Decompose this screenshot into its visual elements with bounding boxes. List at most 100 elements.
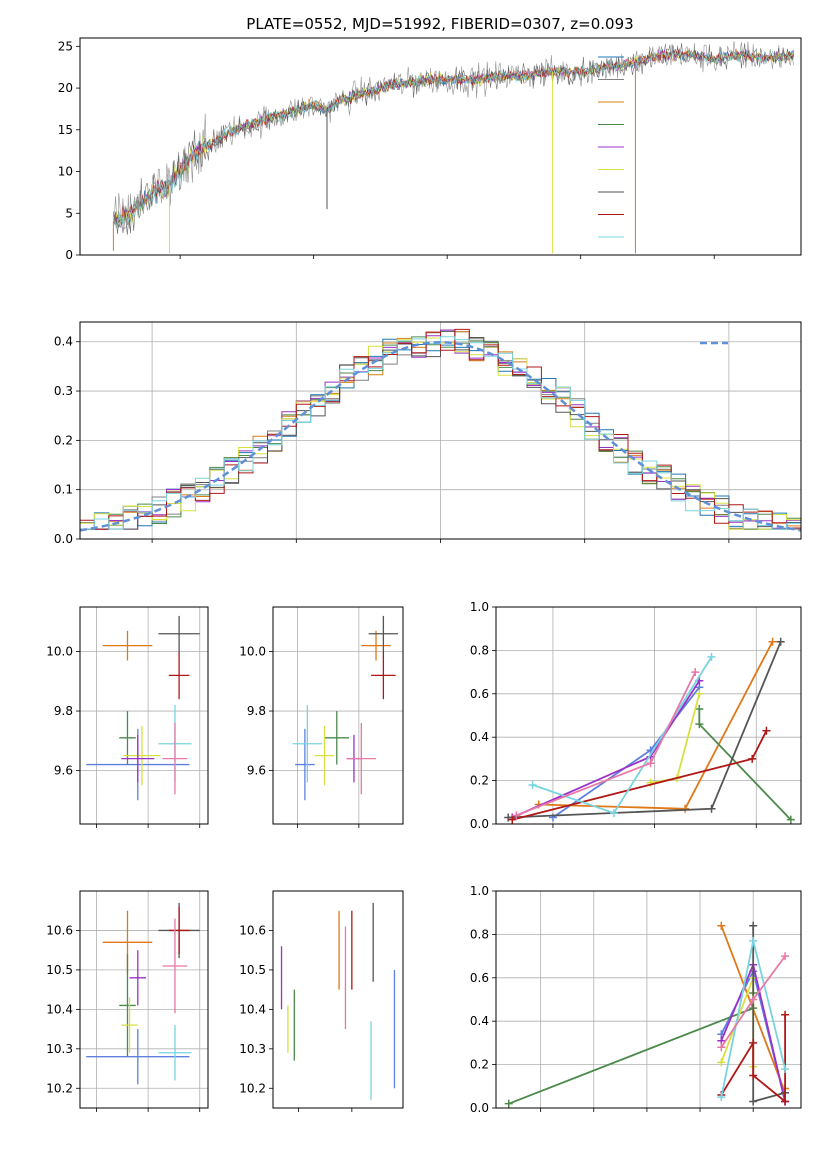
y-tick-label: 10: [58, 165, 73, 179]
y-tick-label: 10.6: [239, 923, 266, 937]
weight-marker: [707, 804, 716, 813]
y-tick-label: 10.3: [46, 1042, 73, 1056]
weight-marker: [512, 811, 521, 820]
panel-age-vs-Z: 9.6 9.8 10.0: [46, 606, 209, 828]
y-tick-label: 15: [58, 123, 73, 137]
weight-marker: [781, 1010, 790, 1019]
y-tick-label: 9.8: [54, 704, 73, 718]
weight-marker: [786, 815, 795, 824]
y-tick-label: 0.0: [470, 817, 489, 831]
y-tick-label: 0.6: [470, 687, 489, 701]
y-tick-label: 0: [65, 248, 73, 262]
weight-marker: [749, 921, 758, 930]
weight-marker: [646, 759, 655, 768]
weight-marker: [768, 637, 777, 646]
plot-area: [280, 902, 396, 1101]
y-tick-label: 10.0: [239, 645, 266, 659]
weight-marker: [749, 1097, 758, 1106]
weight-marker: [749, 1071, 758, 1080]
weight-marker: [681, 804, 690, 813]
plot-area: [112, 41, 795, 254]
plot-area: [86, 615, 200, 801]
plot-area: [292, 615, 399, 801]
weight-marker: [717, 1093, 726, 1102]
panel-spectrum: 0 5 10 15 20 25: [58, 37, 802, 262]
weight-marker: [717, 1058, 726, 1067]
axes-frame: [272, 890, 404, 1109]
plot-area: [504, 921, 790, 1108]
y-tick-label: 0.2: [470, 1058, 489, 1072]
normal-curve: [80, 340, 801, 532]
weight-marker: [781, 952, 790, 961]
weight-line: [512, 730, 768, 821]
weight-marker: [776, 637, 785, 646]
axes-frame: [79, 37, 802, 256]
y-tick-label: 0.2: [470, 774, 489, 788]
spectrum-line: [113, 48, 795, 225]
weight-marker: [691, 668, 700, 677]
weight-marker: [781, 1097, 790, 1106]
weight-marker: [749, 936, 758, 945]
y-tick-label: 10.2: [239, 1081, 266, 1095]
weight-marker: [781, 1064, 790, 1073]
plot-area: [80, 328, 801, 532]
plot-area: [86, 902, 200, 1085]
figure-title: PLATE=0552, MJD=51992, FIBERID=0307, z=0…: [246, 15, 633, 33]
weight-line: [752, 925, 786, 1103]
weight-marker: [695, 704, 704, 713]
panel-weight-vs-Z: 0.0 0.2 0.4 0.6 0.8 1.0: [470, 884, 802, 1115]
y-tick-label: 9.6: [54, 763, 73, 777]
weight-marker: [717, 1043, 726, 1052]
axes-frame: [79, 890, 209, 1109]
y-tick-label: 0.8: [470, 643, 489, 657]
y-tick-label: 0.8: [470, 927, 489, 941]
spectrum-line: [113, 48, 795, 230]
y-tick-label: 10.6: [46, 923, 73, 937]
residual-histogram: [80, 336, 801, 530]
weight-marker: [748, 754, 757, 763]
y-tick-label: 20: [58, 81, 73, 95]
y-tick-label: 5: [65, 206, 73, 220]
weight-marker: [504, 813, 513, 822]
y-tick-label: 10.5: [46, 963, 73, 977]
axes-frame: [495, 606, 802, 825]
weight-marker: [695, 720, 704, 729]
spectrum-line: [113, 48, 795, 229]
axes-frame: [272, 606, 404, 825]
axes-frame: [79, 321, 802, 540]
weight-line: [511, 680, 701, 819]
y-tick-label: 10.0: [46, 645, 73, 659]
plot-area: [504, 637, 795, 824]
y-tick-label: 9.6: [247, 763, 266, 777]
y-tick-label: 0.2: [54, 433, 73, 447]
y-tick-label: 0.4: [470, 730, 489, 744]
weight-marker: [749, 995, 758, 1004]
weight-marker: [762, 726, 771, 735]
spectrum-line: [113, 48, 795, 225]
axes-frame: [495, 890, 802, 1109]
y-tick-label: 1.0: [470, 600, 489, 614]
weight-line: [508, 993, 755, 1105]
y-tick-label: 0.1: [54, 483, 73, 497]
weight-marker: [504, 1099, 513, 1108]
y-tick-label: 10.4: [239, 1002, 266, 1016]
y-tick-label: 10.2: [46, 1081, 73, 1095]
y-tick-label: 10.3: [239, 1042, 266, 1056]
weight-marker: [695, 689, 704, 698]
weight-marker: [707, 652, 716, 661]
y-tick-label: 9.8: [247, 704, 266, 718]
panel-age-vs-mass: 9.6 9.8 10.0: [239, 606, 404, 828]
y-tick-label: 10.5: [239, 963, 266, 977]
spectrum-line: [113, 47, 795, 224]
weight-line: [532, 656, 713, 815]
axes-frame: [79, 606, 209, 825]
y-tick-label: 0.0: [470, 1101, 489, 1115]
panel-residuals: 0.0 0.1 0.2 0.3 0.4: [54, 321, 802, 546]
weight-marker: [749, 1038, 758, 1047]
y-tick-label: 0.6: [470, 971, 489, 985]
y-tick-label: 25: [58, 39, 73, 53]
weight-line: [650, 693, 701, 784]
y-tick-label: 0.4: [470, 1014, 489, 1028]
panel-weight-vs-age: 0.0 0.2 0.4 0.6 0.8 1.0: [470, 600, 802, 831]
